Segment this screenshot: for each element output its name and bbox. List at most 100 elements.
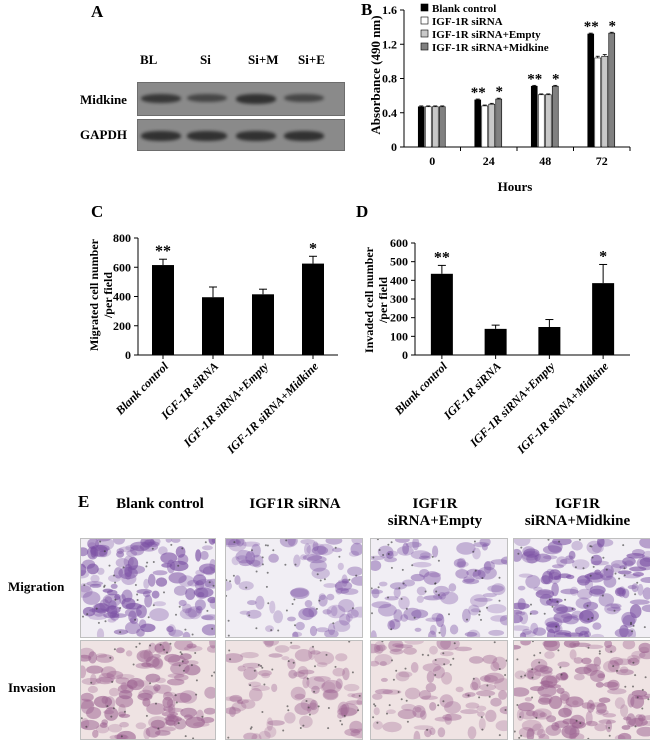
stained-cell [401, 703, 416, 711]
membrane-pore [226, 579, 228, 582]
stained-cell [610, 563, 622, 573]
stained-cell [161, 562, 173, 568]
stained-cell [200, 550, 209, 560]
significance-marker: ** [434, 249, 450, 266]
stained-cell [95, 676, 114, 685]
stained-cell [457, 557, 466, 569]
stained-cell [402, 542, 409, 555]
stained-cell [251, 543, 261, 558]
stained-cell [547, 541, 563, 553]
stained-cell [478, 717, 486, 731]
membrane-pore [266, 571, 269, 574]
bar [530, 85, 538, 148]
blot-band [236, 94, 276, 104]
stained-cell [165, 719, 176, 726]
stained-cell [96, 567, 105, 575]
stained-cell [109, 687, 120, 697]
stained-cell [382, 689, 402, 695]
stained-cell [311, 567, 330, 579]
stained-cell [563, 615, 579, 625]
membrane-pore [401, 568, 404, 571]
membrane-pore [351, 671, 354, 674]
membrane-pore [112, 707, 115, 710]
membrane-pore [319, 579, 322, 582]
stained-cell [581, 657, 592, 665]
membrane-pore [452, 657, 455, 660]
stained-cell [432, 545, 439, 558]
bar [608, 32, 616, 148]
membrane-pore [390, 566, 393, 569]
stained-cell [590, 702, 606, 707]
stained-cell [455, 569, 469, 579]
stained-cell [614, 734, 626, 739]
stained-cell [199, 563, 215, 575]
stained-cell [571, 540, 583, 551]
stained-cell [444, 701, 461, 714]
y-tick-label: 0.4 [382, 106, 397, 120]
stained-cell [499, 615, 507, 626]
membrane-pore [598, 652, 601, 655]
stained-cell [621, 725, 631, 730]
stained-cell [373, 707, 380, 716]
stained-cell [416, 586, 427, 596]
membrane-pore [474, 569, 477, 572]
membrane-pore [531, 696, 534, 699]
stained-cell [466, 568, 482, 577]
stained-cell [619, 666, 629, 674]
micrograph [80, 640, 216, 740]
membrane-pore [434, 674, 437, 676]
membrane-pore [190, 664, 193, 667]
stained-cell [398, 671, 413, 678]
membrane-pore [282, 729, 285, 732]
membrane-pore [601, 594, 604, 597]
membrane-pore [120, 735, 123, 738]
stained-cell [193, 574, 207, 586]
membrane-pore [377, 586, 380, 589]
stained-cell [419, 555, 431, 561]
membrane-pore [493, 641, 496, 644]
stained-cell [281, 656, 290, 661]
stained-cell [274, 645, 290, 653]
stained-cell [347, 693, 356, 698]
stained-cell [146, 702, 166, 715]
stained-cell [95, 539, 111, 542]
stained-cell [333, 620, 351, 632]
bar [152, 265, 174, 355]
stained-cell [551, 722, 560, 731]
stained-cell [622, 614, 636, 628]
membrane-pore [504, 674, 507, 676]
stained-cell [137, 692, 153, 701]
stained-cell [556, 606, 576, 613]
stained-cell [603, 575, 617, 588]
stained-cell [395, 539, 410, 543]
stained-cell [422, 663, 441, 672]
x-tick-label: 0 [429, 154, 435, 168]
stained-cell [226, 653, 244, 663]
membrane-pore [472, 550, 475, 553]
stained-cell [382, 721, 402, 733]
membrane-pore [435, 590, 438, 593]
stained-cell [449, 624, 459, 635]
stained-cell [517, 585, 526, 591]
membrane-pore [114, 598, 117, 601]
membrane-pore [261, 711, 264, 713]
stained-cell [271, 683, 278, 693]
stained-cell [335, 653, 348, 662]
stained-cell [326, 593, 335, 601]
membrane-pore [481, 728, 484, 731]
membrane-pore [253, 669, 256, 672]
membrane-pore [206, 609, 209, 612]
stained-cell [153, 601, 166, 607]
stained-cell [130, 545, 145, 556]
stained-cell [294, 693, 306, 700]
stained-cell [429, 624, 437, 635]
x-tick-label: Blank control [391, 359, 450, 418]
stained-cell [155, 677, 166, 684]
membrane-pore [227, 634, 230, 637]
stained-cell [89, 608, 108, 613]
stained-cell [544, 651, 555, 659]
stained-cell [539, 666, 553, 674]
stained-cell [476, 690, 496, 697]
stained-cell [262, 641, 280, 646]
membrane-pore [228, 649, 231, 652]
